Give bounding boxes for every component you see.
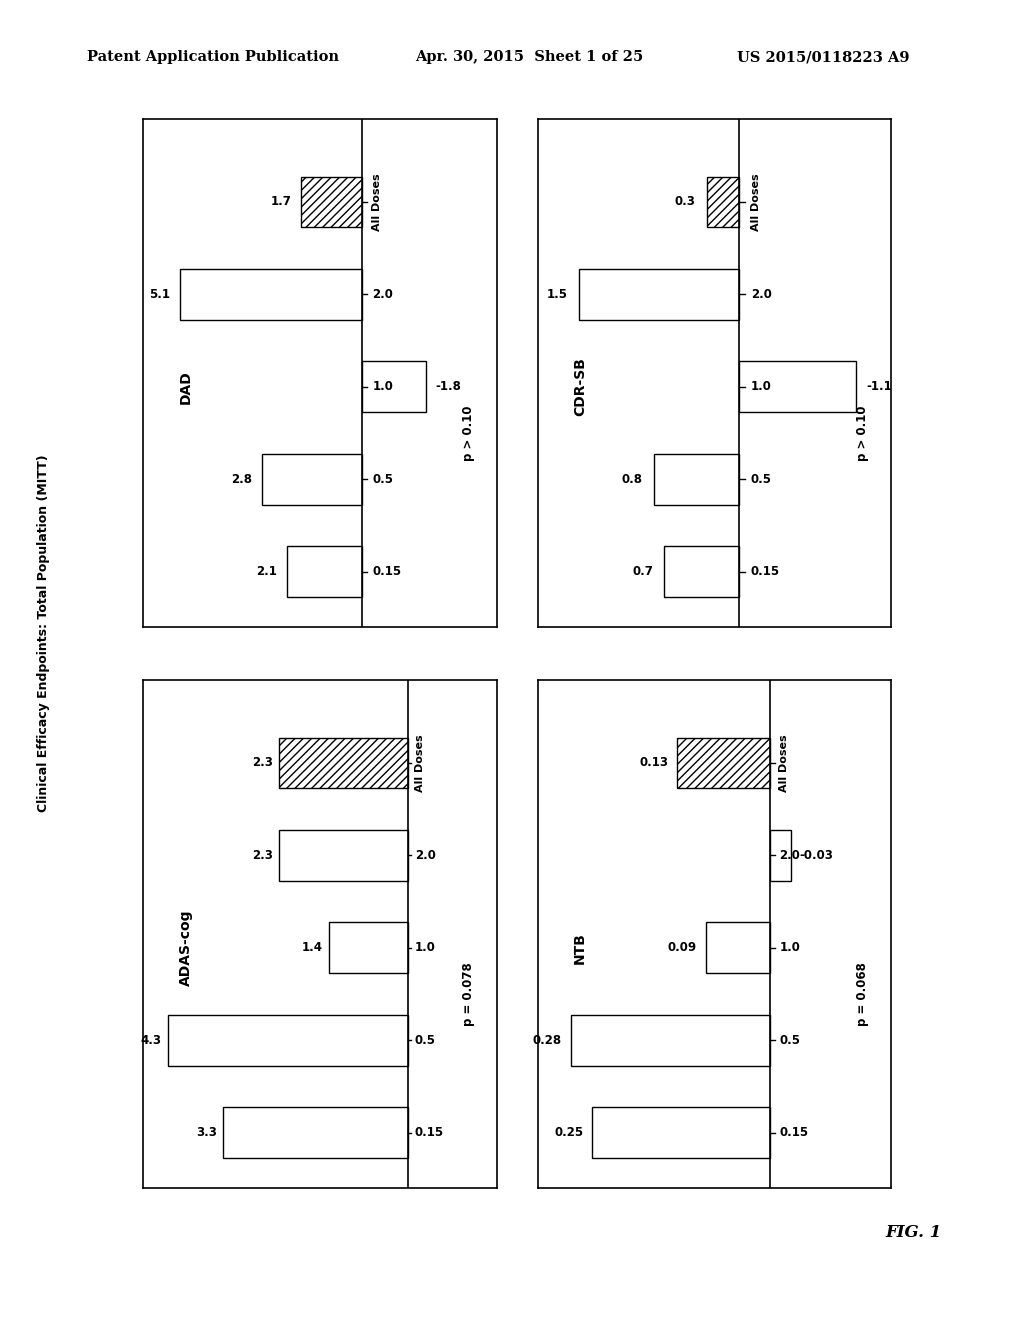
- Text: 1.0: 1.0: [779, 941, 800, 954]
- Bar: [707, 177, 738, 227]
- Text: 0.3: 0.3: [675, 195, 695, 209]
- Text: 1.0: 1.0: [415, 941, 435, 954]
- Text: 0.5: 0.5: [751, 473, 772, 486]
- Text: p > 0.10: p > 0.10: [856, 405, 869, 461]
- Text: 2.0: 2.0: [779, 849, 800, 862]
- Text: All Doses: All Doses: [415, 734, 425, 792]
- Text: All Doses: All Doses: [373, 173, 382, 231]
- Text: FIG. 1: FIG. 1: [886, 1224, 942, 1241]
- Text: Clinical Efficacy Endpoints: Total Population (MITT): Clinical Efficacy Endpoints: Total Popul…: [37, 455, 49, 812]
- Text: 2.0: 2.0: [415, 849, 435, 862]
- Text: 1.0: 1.0: [751, 380, 772, 393]
- Text: 3.3: 3.3: [197, 1126, 217, 1139]
- Bar: [223, 1107, 408, 1158]
- Text: All Doses: All Doses: [779, 734, 790, 792]
- Text: 0.09: 0.09: [668, 941, 697, 954]
- Bar: [280, 830, 408, 880]
- Bar: [665, 546, 738, 597]
- Text: 2.0: 2.0: [373, 288, 393, 301]
- Text: -0.03: -0.03: [800, 849, 834, 862]
- Bar: [168, 1015, 408, 1065]
- Text: 2.8: 2.8: [231, 473, 252, 486]
- Text: p = 0.068: p = 0.068: [856, 962, 869, 1026]
- Text: 0.5: 0.5: [779, 1034, 801, 1047]
- Text: 0.8: 0.8: [622, 473, 642, 486]
- Text: 0.13: 0.13: [639, 756, 669, 770]
- Text: Apr. 30, 2015  Sheet 1 of 25: Apr. 30, 2015 Sheet 1 of 25: [415, 50, 643, 65]
- Text: Patent Application Publication: Patent Application Publication: [87, 50, 339, 65]
- Text: 2.3: 2.3: [252, 756, 272, 770]
- Bar: [738, 362, 856, 412]
- Bar: [262, 454, 361, 504]
- Bar: [706, 923, 770, 973]
- Bar: [770, 830, 791, 880]
- Bar: [592, 1107, 770, 1158]
- Text: 0.5: 0.5: [373, 473, 393, 486]
- Text: 0.7: 0.7: [632, 565, 653, 578]
- Text: 2.3: 2.3: [252, 849, 272, 862]
- Bar: [361, 362, 426, 412]
- Text: 0.5: 0.5: [415, 1034, 436, 1047]
- Text: US 2015/0118223 A9: US 2015/0118223 A9: [737, 50, 909, 65]
- Text: 1.4: 1.4: [302, 941, 323, 954]
- Text: 2.0: 2.0: [751, 288, 772, 301]
- Text: 0.15: 0.15: [751, 565, 780, 578]
- Bar: [180, 269, 361, 319]
- Text: 0.15: 0.15: [415, 1126, 443, 1139]
- Text: 1.7: 1.7: [270, 195, 291, 209]
- Text: 0.28: 0.28: [532, 1034, 562, 1047]
- Text: p > 0.10: p > 0.10: [462, 405, 475, 461]
- Bar: [330, 923, 408, 973]
- Bar: [287, 546, 361, 597]
- Text: 1.0: 1.0: [373, 380, 393, 393]
- Text: All Doses: All Doses: [751, 173, 761, 231]
- Bar: [570, 1015, 770, 1065]
- Text: CDR-SB: CDR-SB: [573, 358, 587, 416]
- Text: p = 0.078: p = 0.078: [462, 962, 475, 1026]
- Bar: [280, 738, 408, 788]
- Text: DAD: DAD: [179, 370, 193, 404]
- Bar: [677, 738, 770, 788]
- Text: 0.15: 0.15: [373, 565, 401, 578]
- Text: ADAS-cog: ADAS-cog: [179, 909, 193, 986]
- Bar: [301, 177, 361, 227]
- Bar: [653, 454, 738, 504]
- Text: -1.1: -1.1: [867, 380, 893, 393]
- Bar: [580, 269, 738, 319]
- Text: 0.15: 0.15: [779, 1126, 809, 1139]
- Text: 2.1: 2.1: [256, 565, 278, 578]
- Text: NTB: NTB: [573, 932, 587, 964]
- Text: 1.5: 1.5: [547, 288, 568, 301]
- Text: -1.8: -1.8: [435, 380, 462, 393]
- Text: 0.25: 0.25: [554, 1126, 583, 1139]
- Text: 5.1: 5.1: [150, 288, 170, 301]
- Text: 4.3: 4.3: [140, 1034, 161, 1047]
